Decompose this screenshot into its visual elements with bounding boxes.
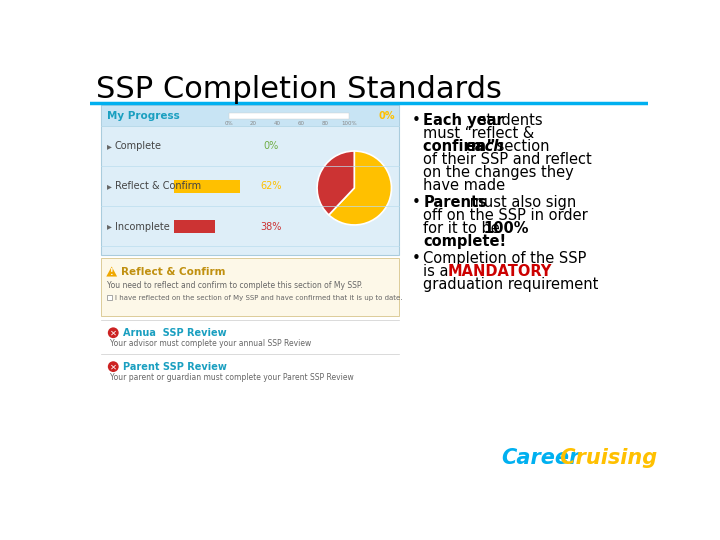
Text: for it to be: for it to be: [423, 221, 505, 236]
Text: each: each: [466, 139, 505, 154]
Text: My Progress: My Progress: [107, 111, 180, 120]
Circle shape: [108, 361, 119, 372]
Text: is a: is a: [423, 264, 454, 279]
Text: 0%: 0%: [264, 141, 279, 151]
Text: graduation requirement: graduation requirement: [423, 278, 598, 292]
Text: Your advisor must complete your annual SSP Review: Your advisor must complete your annual S…: [110, 339, 311, 348]
Text: Complete: Complete: [114, 141, 162, 151]
Text: Completion of the SSP: Completion of the SSP: [423, 251, 587, 266]
Text: section: section: [492, 139, 550, 154]
Text: Cruising: Cruising: [554, 448, 657, 468]
Text: ▸: ▸: [107, 181, 112, 192]
Bar: [101, 105, 399, 126]
Text: Parents: Parents: [423, 195, 487, 210]
Text: students: students: [474, 112, 542, 127]
Wedge shape: [329, 151, 392, 225]
Text: I have reflected on the section of My SSP and have confirmed that it is up to da: I have reflected on the section of My SS…: [114, 295, 402, 301]
Text: ▸: ▸: [107, 141, 112, 151]
Text: MANDATORY: MANDATORY: [447, 264, 552, 279]
Text: confirm”: confirm”: [423, 139, 501, 154]
Text: •: •: [412, 195, 420, 210]
Bar: [229, 112, 349, 119]
Text: Your parent or guardian must complete your Parent SSP Review: Your parent or guardian must complete yo…: [110, 373, 354, 382]
Bar: [174, 179, 240, 193]
Text: Career: Career: [500, 448, 579, 468]
Bar: [101, 105, 399, 255]
Text: of their SSP and reflect: of their SSP and reflect: [423, 152, 592, 167]
Text: 80: 80: [321, 121, 328, 126]
Text: Each year: Each year: [423, 112, 504, 127]
Text: 20: 20: [249, 121, 256, 126]
Circle shape: [108, 327, 119, 338]
Bar: [101, 258, 399, 316]
Text: Parent SSP Review: Parent SSP Review: [122, 362, 226, 372]
Text: SSP Completion Standards: SSP Completion Standards: [96, 75, 502, 104]
Text: •: •: [412, 112, 420, 127]
Text: complete!: complete!: [423, 234, 506, 249]
Text: Arnua  SSP Review: Arnua SSP Review: [122, 328, 226, 338]
Text: must “reflect &: must “reflect &: [423, 126, 534, 140]
Bar: [107, 295, 112, 300]
Text: ✕: ✕: [109, 362, 117, 371]
Bar: [174, 220, 215, 233]
Text: Reflect & Confirm: Reflect & Confirm: [114, 181, 201, 192]
Text: off on the SSP in order: off on the SSP in order: [423, 208, 588, 223]
Text: have made: have made: [423, 178, 505, 193]
Text: 38%: 38%: [261, 221, 282, 232]
Wedge shape: [317, 151, 354, 215]
Text: 100%: 100%: [341, 121, 356, 126]
Text: 60: 60: [297, 121, 305, 126]
Text: Reflect & Confirm: Reflect & Confirm: [121, 267, 225, 277]
Text: 0%: 0%: [379, 111, 395, 120]
Text: must also sign: must also sign: [465, 195, 576, 210]
Text: 0%: 0%: [225, 121, 233, 126]
Text: •: •: [412, 251, 420, 266]
Text: Incomplete: Incomplete: [114, 221, 169, 232]
Polygon shape: [107, 267, 117, 276]
Text: ▸: ▸: [107, 221, 112, 232]
Text: 62%: 62%: [261, 181, 282, 192]
Text: 40: 40: [274, 121, 280, 126]
Text: You need to reflect and confirm to complete this section of My SSP.: You need to reflect and confirm to compl…: [107, 281, 363, 291]
Text: ✕: ✕: [109, 328, 117, 338]
Text: 100%: 100%: [484, 221, 529, 236]
Text: !: !: [110, 268, 114, 277]
Text: on the changes they: on the changes they: [423, 165, 574, 180]
